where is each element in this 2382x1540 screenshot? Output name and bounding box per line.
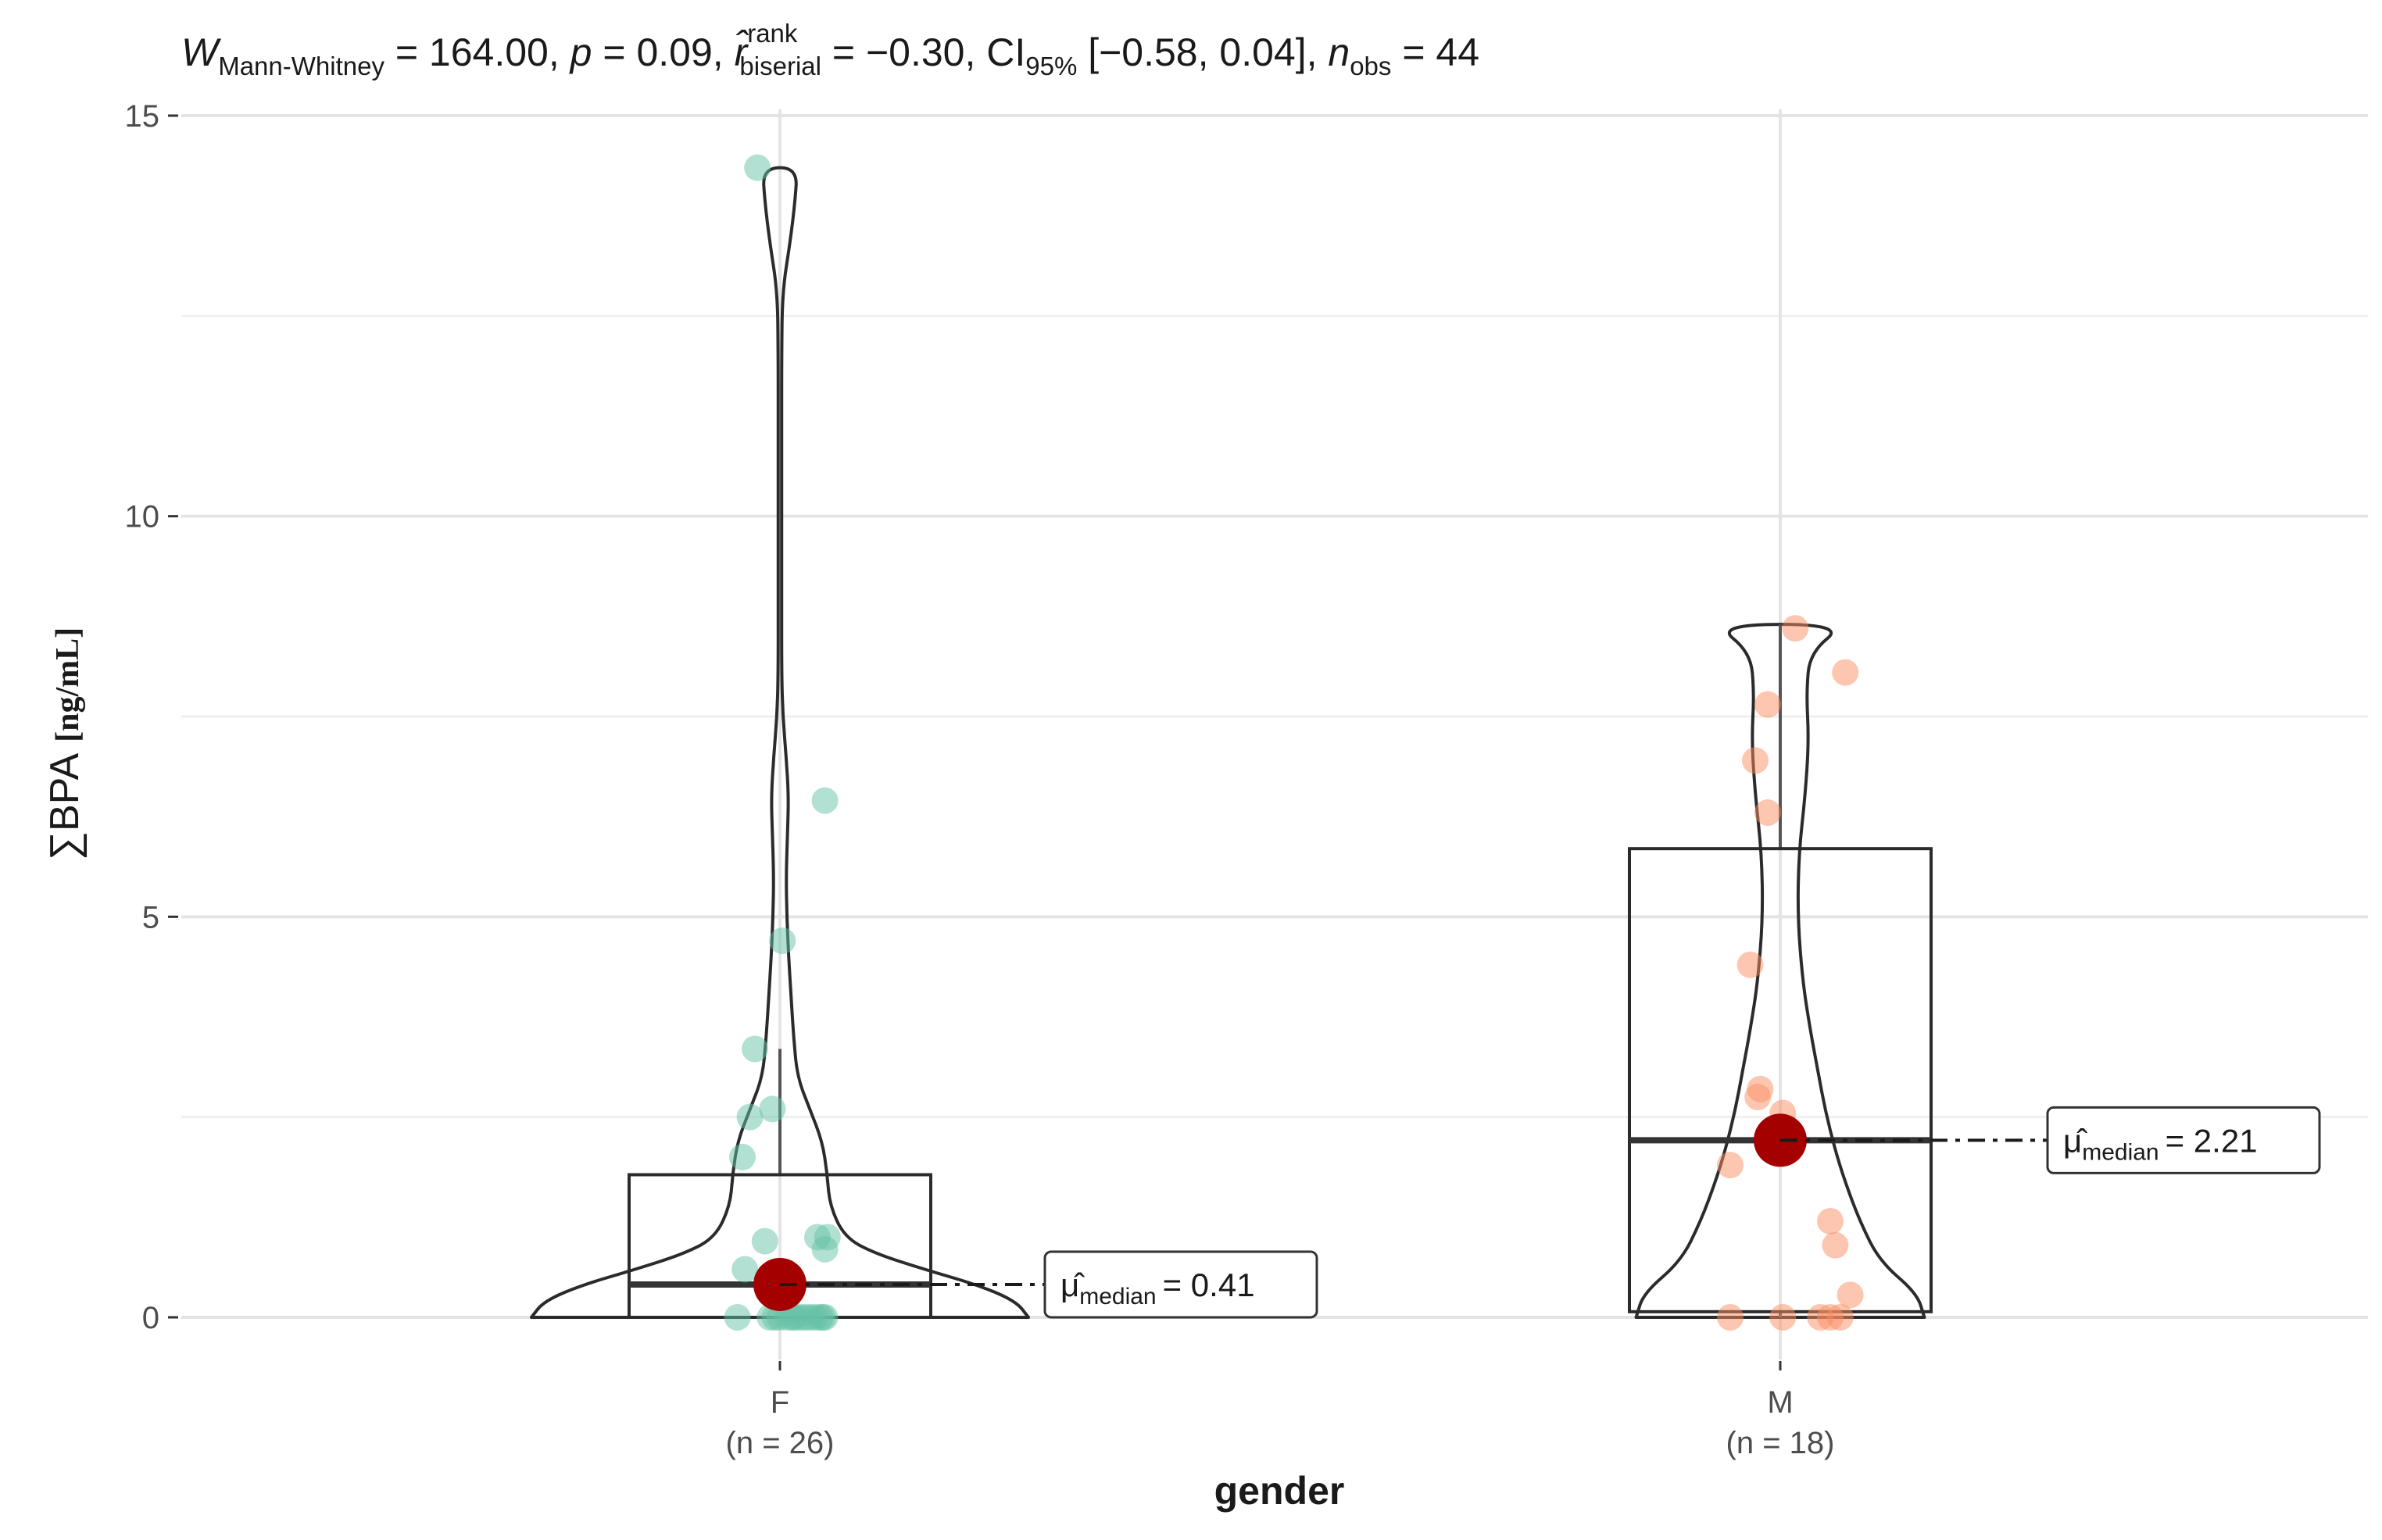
data-point-m <box>1837 1281 1864 1309</box>
median-label-box-f <box>1043 1250 1318 1319</box>
x-tick-label-m: M <box>1767 1385 1793 1420</box>
violins <box>530 166 1926 1319</box>
data-point-m <box>1754 691 1781 718</box>
median-label-m: μ̂median = 2.21 <box>2063 1122 2258 1165</box>
data-point-f <box>751 1227 778 1255</box>
y-tick-label: 0 <box>142 1301 159 1335</box>
y-axis-title-main: ∑BPA <box>42 753 88 861</box>
data-point-f <box>809 1304 836 1331</box>
y-tick-label: 10 <box>125 500 160 534</box>
data-point-f <box>814 1224 841 1251</box>
data-point-f <box>736 1103 764 1131</box>
data-point-f <box>744 154 771 181</box>
x-tick-label-f: F <box>771 1385 789 1420</box>
svg-text:∑BPA[ng/mL]: ∑BPA [ng/mL] <box>42 627 88 860</box>
data-point-m <box>1822 1231 1849 1259</box>
y-tick-label: 15 <box>125 99 160 134</box>
data-point-m <box>1736 951 1764 978</box>
data-point-m <box>1782 615 1809 642</box>
median-subscript: median <box>2082 1139 2158 1165</box>
data-point-f <box>742 1035 768 1063</box>
data-point-f <box>811 787 839 814</box>
violin-f <box>530 166 1030 1319</box>
median-value-text: = 0.41 <box>1163 1267 1255 1303</box>
data-point-m <box>1717 1304 1744 1331</box>
data-point-m <box>1817 1304 1844 1331</box>
data-point-f <box>731 1256 759 1283</box>
data-point-f <box>724 1304 751 1331</box>
median-value-text: = 2.21 <box>2166 1122 2258 1159</box>
data-point-m <box>1742 747 1769 774</box>
median-label-box-m <box>2046 1106 2321 1174</box>
median-subscript: median <box>1079 1284 1156 1310</box>
x-group-n-m: (n = 18) <box>1726 1426 1835 1460</box>
stats-subtitle: WMann-Whitney = 164.00, p = 0.09, r̂rank… <box>181 19 1479 80</box>
data-point-m <box>1817 1207 1844 1235</box>
data-point-f <box>729 1143 756 1170</box>
points <box>724 154 1864 1331</box>
data-point-m <box>1832 659 1859 686</box>
y-tick-label: 5 <box>142 900 159 934</box>
data-point-m <box>1717 1152 1744 1179</box>
data-point-f <box>759 1095 786 1123</box>
violin-m <box>1634 623 1926 1319</box>
data-point-m <box>1769 1304 1797 1331</box>
x-axis-title: gender <box>1214 1469 1345 1513</box>
y-axis: 0 5 10 15 <box>125 99 178 1335</box>
x-group-n-f: (n = 26) <box>726 1426 835 1460</box>
y-axis-title: ∑BPA [ng/mL] <box>42 627 88 860</box>
data-point-m <box>1744 1084 1772 1111</box>
data-point-f <box>769 927 796 955</box>
data-point-m <box>1754 799 1781 827</box>
x-axis: F (n = 26) M (n = 18) <box>726 1361 1835 1460</box>
data-point-f <box>779 1304 806 1331</box>
median-markers: μ̂median = 0.41μ̂median = 2.21 <box>753 1106 2321 1319</box>
y-axis-title-unit: [ng/mL] <box>50 627 86 742</box>
median-label-f: μ̂median = 0.41 <box>1060 1267 1255 1310</box>
